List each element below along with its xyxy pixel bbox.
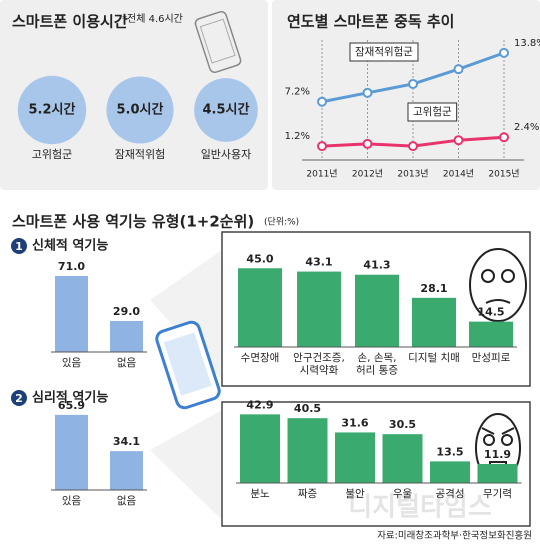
bar (430, 461, 470, 483)
bar (287, 418, 328, 483)
category-label: 무기력 (483, 488, 512, 500)
bubble (194, 78, 258, 142)
section-title: 스마트폰 사용 역기능 유형(1+2순위) (12, 213, 254, 231)
bar (335, 432, 375, 483)
point (453, 64, 464, 75)
bar (110, 320, 143, 352)
x-tick-label: 2015년 (488, 169, 519, 180)
legend-label: 고위험군 (413, 105, 452, 118)
legend-label: 잠재적위험군 (355, 45, 413, 58)
x-tick-label: 2013년 (397, 169, 428, 180)
value-label: 34.1 (113, 435, 140, 448)
category-label: 안구건조증, 시력약화 (293, 352, 345, 377)
point (453, 135, 464, 146)
section-badge (11, 238, 27, 254)
bar (238, 268, 282, 347)
category-label: 만성피로 (472, 352, 511, 364)
value-label: 13.5 (436, 445, 463, 458)
value-label: 5.2시간 (29, 102, 76, 118)
category-label: 분노 (250, 488, 270, 500)
value-label: 42.9 (246, 398, 273, 411)
category-label: 잠재적위험 (115, 148, 166, 161)
category-label: 공격성 (436, 487, 465, 500)
category-label: 짜증 (298, 488, 318, 500)
bar (297, 271, 341, 347)
category-label: 있음 (62, 495, 82, 507)
bubble (106, 76, 174, 144)
value-label: 43.1 (305, 256, 332, 269)
bar (469, 321, 513, 347)
value-label: 29.0 (113, 305, 140, 318)
bar (382, 434, 423, 483)
section-badge (11, 390, 27, 406)
phone-icon (194, 10, 242, 74)
bar (55, 414, 88, 490)
value-label: 5.0시간 (117, 102, 164, 118)
bar (240, 414, 280, 483)
value-label: 7.2% (285, 87, 310, 98)
category-label: 우울 (393, 488, 413, 500)
value-label: 1.2% (285, 131, 310, 142)
point (499, 47, 509, 58)
point (408, 141, 418, 152)
value-label: 65.9 (58, 399, 85, 412)
value-label: 45.0 (246, 252, 273, 265)
value-label: 14.5 (477, 306, 504, 319)
bar (412, 297, 456, 347)
category-label: 일반사용자 (201, 147, 252, 161)
legend-box (407, 102, 458, 122)
value-label: 30.5 (389, 418, 416, 431)
bar (55, 276, 88, 352)
value-label: 4.5시간 (203, 102, 250, 118)
value-label: 41.3 (363, 259, 390, 272)
category-label: 불안 (345, 488, 365, 500)
value-label: 11.9 (484, 448, 511, 461)
section-number: 2 (15, 392, 23, 405)
phone-illustration (155, 320, 221, 410)
panel (272, 0, 540, 190)
legend-box (349, 42, 419, 62)
category-label: 없음 (117, 494, 137, 507)
category-label: 고위험군 (32, 148, 72, 161)
x-tick-label: 2011년 (306, 169, 337, 180)
point (317, 141, 327, 152)
note: *전체 4.6시간 (122, 13, 183, 25)
section-title: 심리적 역기능 (32, 390, 108, 406)
value-label: 40.5 (294, 402, 321, 415)
connector (150, 410, 222, 520)
category-label: 없음 (117, 356, 137, 369)
point (317, 96, 327, 107)
x-tick-label: 2014년 (443, 169, 474, 180)
watermark: 디지털타임스 (348, 493, 492, 523)
value-label: 31.6 (341, 416, 368, 429)
chart-title: 연도별 스마트폰 중독 추이 (287, 13, 454, 31)
bar (477, 463, 518, 483)
value-label: 13.8% (514, 38, 540, 49)
value-label: 71.0 (58, 260, 85, 273)
bar (355, 274, 399, 347)
point (408, 78, 418, 89)
unit: (단위:%) (264, 217, 299, 228)
x-tick-label: 2012년 (352, 169, 383, 180)
category-label: 디지털 치매 (408, 352, 460, 364)
bar (110, 451, 143, 490)
category-label: 수면장애 (241, 352, 280, 364)
chart-title: 스마트폰 이용시간 (12, 13, 128, 31)
value-label: 2.4% (514, 122, 539, 133)
point (362, 87, 373, 98)
category-label: 있음 (62, 357, 82, 369)
section-title: 신체적 역기능 (32, 238, 108, 254)
category-label: 손, 손목, 허리 통증 (356, 352, 398, 377)
section-number: 1 (15, 240, 23, 253)
bubble (17, 75, 87, 145)
point (362, 138, 373, 149)
point (499, 132, 509, 143)
source: 자료:미래창조과학부·한국정보화진흥원 (377, 530, 532, 542)
value-label: 28.1 (420, 282, 447, 295)
